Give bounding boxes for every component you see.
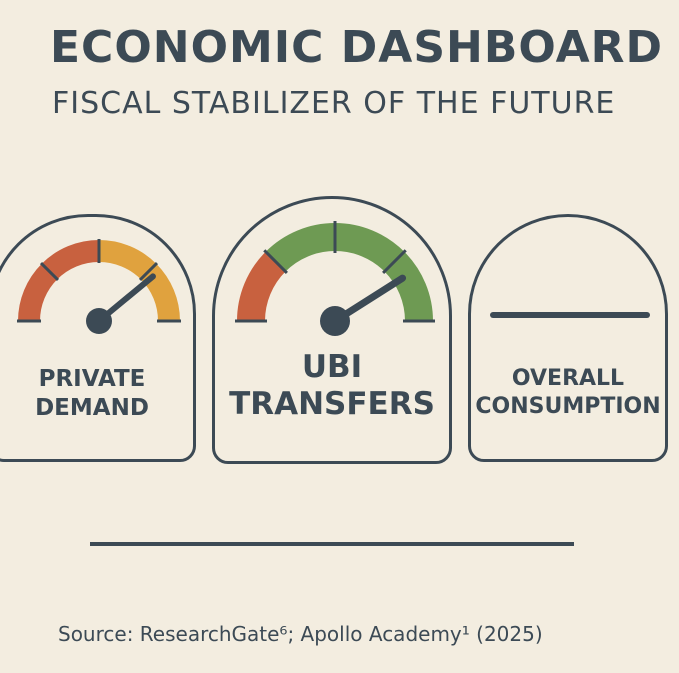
page-title: ECONOMIC DASHBOARD (50, 22, 664, 73)
gauge-private-demand: PRIVATE DEMAND (0, 214, 196, 462)
gauge-tick (138, 261, 159, 282)
gauge-label: PRIVATE DEMAND (0, 365, 193, 423)
gauge-tick (39, 261, 60, 282)
gauge-arc-segment-2 (265, 223, 336, 272)
gauge-label-line1: OVERALL (511, 366, 625, 391)
gauge-label: UBI TRANSFERS (215, 349, 449, 423)
gauge-ticks (17, 239, 181, 323)
gauge-tick (263, 249, 288, 274)
gauge-arc-segment-1 (18, 263, 58, 322)
source-citation: Source: ResearchGate⁶; Apollo Academy¹ (… (58, 622, 543, 646)
gauge-arc-segment-3 (98, 240, 157, 280)
gauge-arc-segment-4 (384, 251, 433, 322)
gauge-arc-segment-2 (41, 240, 100, 280)
gauge-tick (382, 249, 407, 274)
page-subtitle: FISCAL STABILIZER OF THE FUTURE (52, 86, 616, 121)
gauge-hub (86, 308, 112, 334)
gauge-overall-consumption: OVERALL CONSUMPTION (468, 214, 668, 462)
gauge-arc-segment-3 (334, 223, 405, 272)
gauge-ubi-transfers: UBI TRANSFERS (212, 196, 452, 464)
gauge-label-line1: PRIVATE (38, 366, 146, 392)
gauge-ticks (235, 221, 435, 323)
gauge-label: OVERALL CONSUMPTION (471, 365, 665, 420)
gauge-label-line1: UBI (301, 349, 363, 385)
gauge-label-line2: TRANSFERS (229, 386, 435, 423)
gauge-arc-segment-1 (237, 251, 286, 322)
gauge-dial (17, 239, 181, 334)
gauge-label-line2: DEMAND (35, 394, 149, 421)
gauge-hub (320, 306, 350, 336)
gauge-dial (490, 312, 650, 318)
gauge-dial (235, 221, 435, 336)
divider-line (90, 542, 574, 546)
gauge-label-line2: CONSUMPTION (475, 393, 661, 419)
